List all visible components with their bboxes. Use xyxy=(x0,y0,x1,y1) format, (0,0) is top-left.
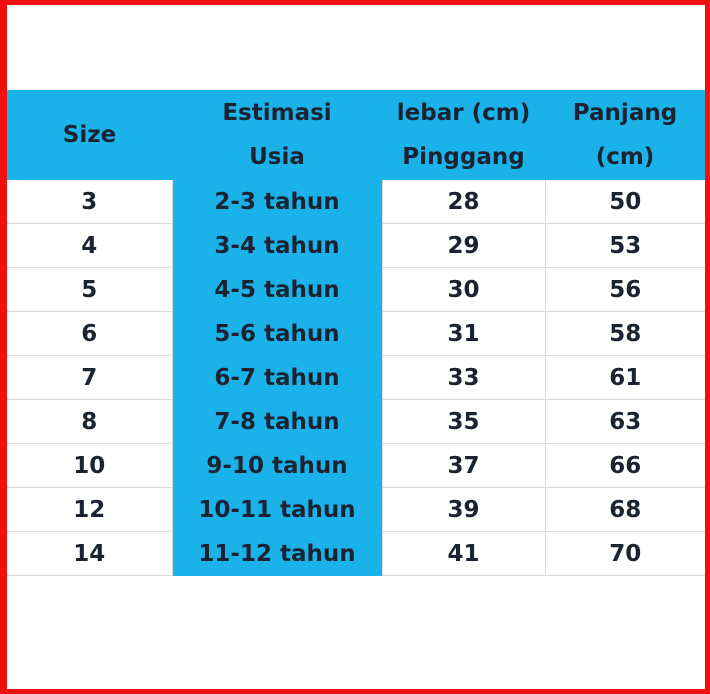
cell-waist-width: 33 xyxy=(382,355,546,400)
size-chart-table: Size Estimasi Usia lebar (cm) Pinggang Panjan… xyxy=(7,90,705,576)
cell-age-estimate: 10-11 tahun xyxy=(172,487,383,532)
header-row: Size Estimasi Usia lebar (cm) Pinggang Panjan… xyxy=(7,90,705,180)
cell-length: 56 xyxy=(545,267,705,312)
cell-size: 6 xyxy=(7,311,173,356)
cell-size: 14 xyxy=(7,531,173,576)
cell-waist-width: 28 xyxy=(382,180,546,224)
header-line: Size xyxy=(62,122,117,148)
cell-length: 58 xyxy=(545,311,705,356)
table-row: 7 6-7 tahun 33 61 xyxy=(7,355,705,400)
cell-waist-width: 30 xyxy=(382,267,546,312)
cell-age-estimate: 11-12 tahun xyxy=(172,531,383,576)
cell-size: 5 xyxy=(7,267,173,312)
cell-size: 7 xyxy=(7,355,173,400)
cell-waist-width: 29 xyxy=(382,223,546,268)
cell-waist-width: 39 xyxy=(382,487,546,532)
cell-length: 50 xyxy=(545,180,705,224)
cell-size: 3 xyxy=(7,180,173,224)
header-line: lebar (cm) xyxy=(396,100,531,126)
header-age-estimate: Estimasi Usia xyxy=(172,90,382,180)
header-size: Size xyxy=(7,90,172,180)
cell-length: 70 xyxy=(545,531,705,576)
cell-length: 63 xyxy=(545,399,705,444)
cell-waist-width: 35 xyxy=(382,399,546,444)
cell-waist-width: 41 xyxy=(382,531,546,576)
header-line: Pinggang xyxy=(402,144,525,170)
header-line: Estimasi xyxy=(222,100,332,126)
cell-size: 12 xyxy=(7,487,173,532)
table-row: 6 5-6 tahun 31 58 xyxy=(7,311,705,356)
cell-length: 66 xyxy=(545,443,705,488)
cell-age-estimate: 9-10 tahun xyxy=(172,443,383,488)
cell-length: 53 xyxy=(545,223,705,268)
header-line: Usia xyxy=(249,144,305,170)
table-row: 8 7-8 tahun 35 63 xyxy=(7,399,705,444)
table-row: 5 4-5 tahun 30 56 xyxy=(7,267,705,312)
table-row: 12 10-11 tahun 39 68 xyxy=(7,487,705,532)
table-row: 4 3-4 tahun 29 53 xyxy=(7,223,705,268)
cell-age-estimate: 5-6 tahun xyxy=(172,311,383,356)
cell-length: 68 xyxy=(545,487,705,532)
table-row: 14 11-12 tahun 41 70 xyxy=(7,531,705,576)
cell-age-estimate: 4-5 tahun xyxy=(172,267,383,312)
table-row: 3 2-3 tahun 28 50 xyxy=(7,180,705,224)
cell-age-estimate: 7-8 tahun xyxy=(172,399,383,444)
header-line: Panjang xyxy=(572,100,678,126)
cell-age-estimate: 3-4 tahun xyxy=(172,223,383,268)
table-row: 10 9-10 tahun 37 66 xyxy=(7,443,705,488)
header-line: (cm) xyxy=(595,144,655,170)
cell-waist-width: 37 xyxy=(382,443,546,488)
cell-waist-width: 31 xyxy=(382,311,546,356)
cell-size: 10 xyxy=(7,443,173,488)
cell-size: 8 xyxy=(7,399,173,444)
cell-age-estimate: 6-7 tahun xyxy=(172,355,383,400)
cell-size: 4 xyxy=(7,223,173,268)
header-length: Panjang (cm) xyxy=(545,90,705,180)
cell-length: 61 xyxy=(545,355,705,400)
cell-age-estimate: 2-3 tahun xyxy=(172,180,383,224)
header-waist-width: lebar (cm) Pinggang xyxy=(382,90,545,180)
